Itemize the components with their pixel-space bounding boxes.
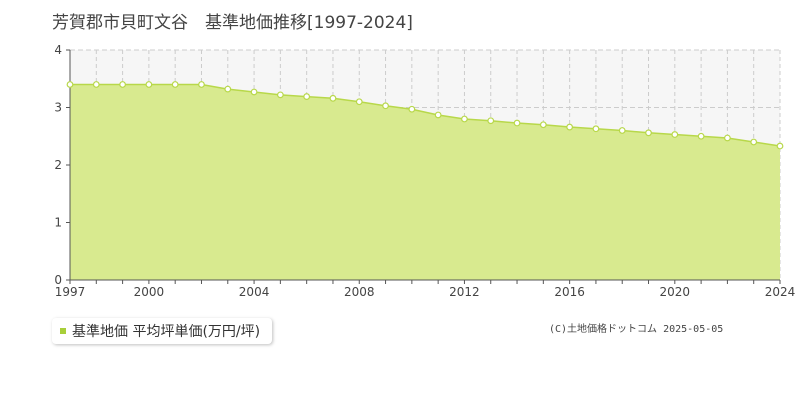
data-point (119, 81, 126, 88)
data-point (487, 117, 495, 125)
copyright-text: (C)土地価格ドットコム 2025-05-05 (549, 324, 724, 335)
x-tick-label: 2004 (239, 285, 270, 299)
data-point (750, 138, 758, 146)
data-point (539, 121, 547, 129)
legend-label: 基準地価 平均坪単価(万円/坪) (72, 324, 261, 340)
x-tick-label: 2024 (765, 285, 796, 299)
data-point (513, 119, 521, 127)
data-point (645, 129, 652, 137)
area-series (70, 84, 780, 280)
x-tick-label: 2020 (660, 285, 691, 299)
x-tick-label: 2000 (134, 285, 165, 299)
y-tick-label: 4 (54, 43, 62, 57)
data-point (697, 132, 705, 140)
data-point (618, 127, 626, 134)
tick-labels: 0 1 2 3 4 1997 2000 2004 2008 2012 2016 2020 2024 (54, 43, 795, 299)
chart-title: 芳賀郡市貝町文谷 基準地価推移[1997-2024] (52, 13, 413, 33)
data-point (66, 81, 74, 88)
data-point (461, 115, 468, 123)
data-point (145, 81, 153, 88)
x-tick-label: 2008 (344, 285, 375, 299)
data-point (303, 93, 311, 100)
x-tick-label: 1997 (55, 285, 86, 299)
data-point (671, 131, 679, 138)
y-tick-label: 3 (54, 101, 62, 115)
data-point (224, 85, 232, 93)
data-point (724, 134, 731, 142)
data-point (434, 111, 442, 119)
data-point (329, 94, 337, 102)
data-markers (66, 81, 784, 150)
axes (66, 49, 781, 284)
data-point (198, 81, 205, 88)
data-point (250, 88, 258, 96)
y-tick-label: 0 (54, 273, 62, 287)
data-point (276, 91, 284, 99)
x-tick-label: 2012 (449, 285, 480, 299)
data-point (382, 102, 389, 110)
legend-marker-icon (60, 328, 66, 334)
data-point (355, 98, 363, 106)
data-point (566, 123, 574, 131)
data-point (592, 125, 600, 133)
legend: 基準地価 平均坪単価(万円/坪) (52, 318, 273, 344)
y-tick-label: 2 (54, 158, 62, 172)
y-tick-label: 1 (54, 216, 62, 230)
line-series (70, 83, 781, 147)
data-point (171, 81, 179, 88)
data-point (776, 142, 784, 150)
data-point (408, 105, 416, 113)
x-tick-label: 2016 (554, 285, 585, 299)
data-point (92, 81, 100, 88)
